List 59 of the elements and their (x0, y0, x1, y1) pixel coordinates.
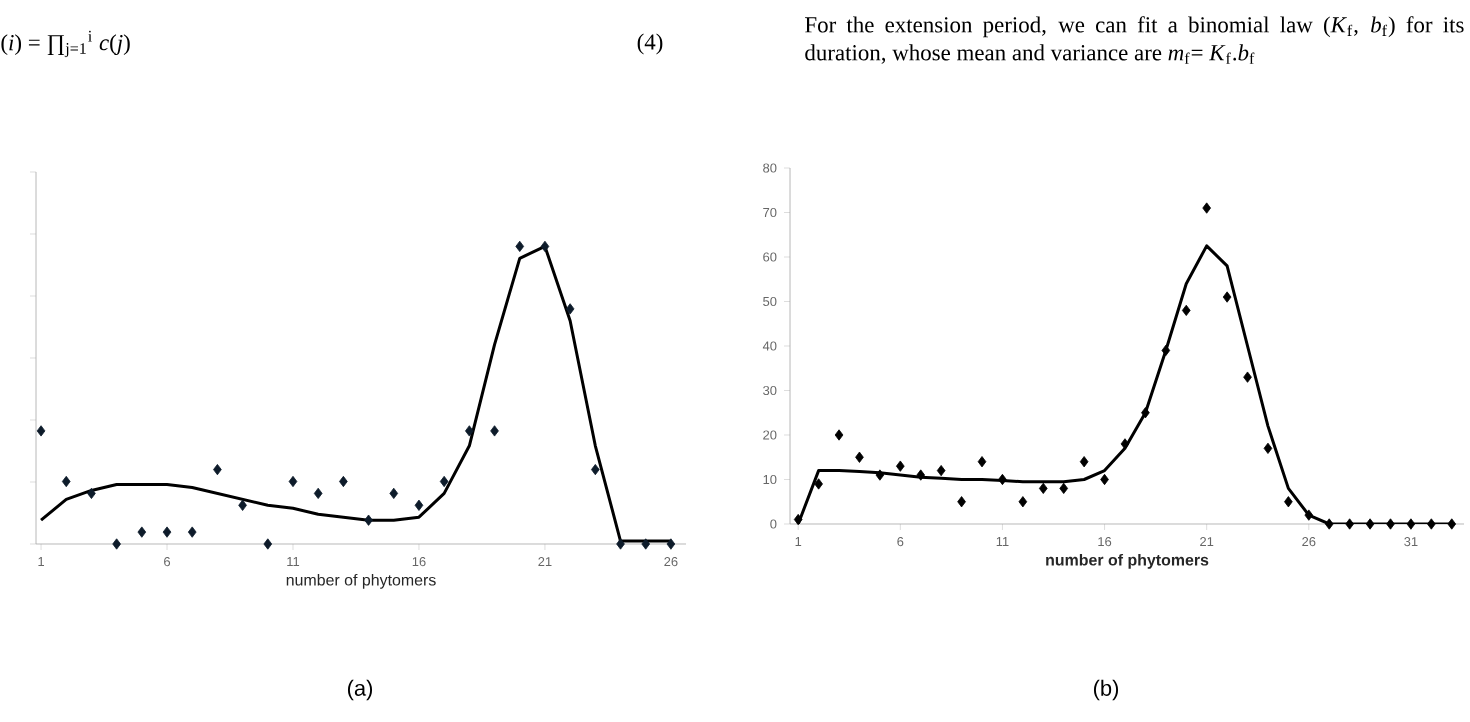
point (1386, 518, 1395, 530)
text: For the extension period, we can fit a binomial law (K$_{f}$, b$_{f}$) for its duration, whose mean and variance are m$_{f}$= K$_{f}$.b$_{f}$ (805, 16, 1464, 64)
point (263, 538, 273, 550)
point (916, 469, 926, 481)
point (875, 469, 885, 481)
point (187, 526, 197, 538)
point (515, 240, 525, 252)
text: (a) (347, 679, 373, 701)
point (313, 487, 323, 500)
point (855, 451, 864, 463)
text: (i) = ∏$_{j=1}$$^{i}$ c(j) (1, 30, 130, 58)
point (137, 526, 147, 538)
point (1018, 496, 1028, 508)
point (288, 475, 298, 488)
point (213, 464, 222, 476)
text: (4) (637, 33, 663, 55)
point (1324, 518, 1334, 530)
point (1222, 291, 1232, 303)
point (896, 460, 905, 472)
point (977, 456, 987, 468)
point (1038, 482, 1048, 494)
point (490, 425, 499, 437)
point (61, 475, 71, 488)
point (364, 514, 373, 526)
point (1406, 518, 1416, 530)
point (238, 499, 247, 511)
point (540, 240, 550, 252)
point (414, 499, 424, 511)
point (1079, 456, 1089, 468)
point (1447, 518, 1457, 530)
point (112, 538, 121, 550)
text: (b) (1093, 679, 1119, 701)
point (1263, 442, 1273, 454)
point (616, 538, 625, 550)
point (1202, 202, 1211, 214)
point (439, 475, 449, 488)
point (834, 429, 844, 441)
point (793, 513, 803, 526)
point (641, 538, 651, 550)
point (36, 425, 46, 437)
point (936, 465, 946, 477)
point (1059, 482, 1069, 494)
point (1243, 371, 1252, 383)
point (1365, 518, 1375, 530)
point (565, 303, 575, 315)
point (1181, 304, 1191, 316)
point (1161, 344, 1171, 357)
point (814, 478, 823, 490)
point (957, 496, 966, 508)
point (591, 464, 600, 476)
point (1345, 518, 1354, 530)
point (1284, 496, 1293, 508)
point (666, 538, 676, 550)
point (389, 487, 399, 500)
point (1427, 518, 1436, 530)
point (1141, 407, 1150, 419)
point (465, 425, 474, 437)
point (162, 526, 172, 538)
point (1304, 509, 1314, 521)
